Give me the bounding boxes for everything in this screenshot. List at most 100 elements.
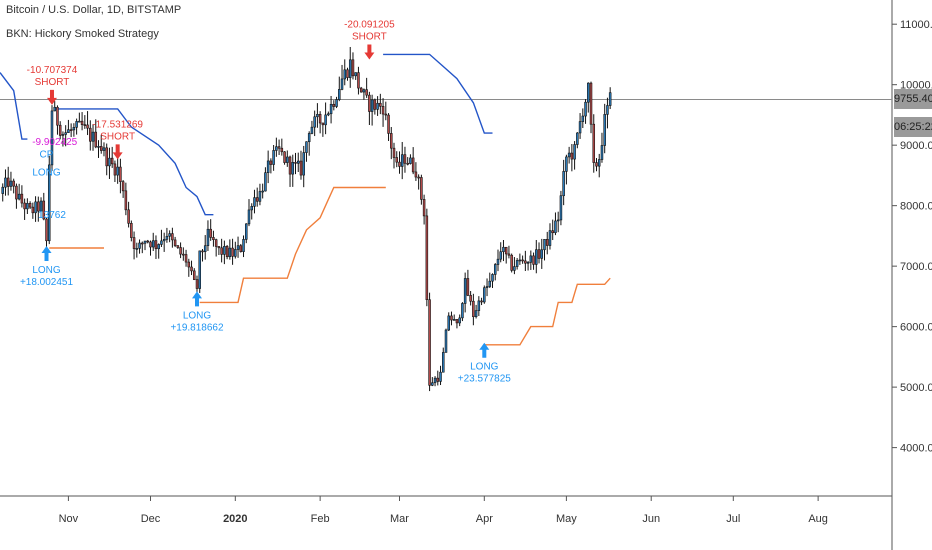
long-stop-segment [484,277,611,346]
candle-body [469,295,472,302]
candle-body [431,382,434,386]
candle-body [182,253,185,256]
long-signal-value: +18.002451 [20,277,74,288]
candle-body [116,166,119,176]
candle-body [608,92,612,106]
candle-body [455,319,459,324]
candle-body [543,239,546,251]
short-signal-value: -17.531269 [92,119,143,130]
candle-body [565,156,568,172]
candle-body [296,160,300,164]
candle-body [510,254,513,271]
price-axis[interactable]: 4000.00 5000.00 6000.00 7000.00 8000.00 9000.… [892,19,932,455]
candle-body [78,120,81,123]
candle-body [102,147,106,151]
price-axis-tick-label: 7000.00 [900,261,932,273]
candle-body [56,106,59,126]
candle-body [362,89,366,93]
candle-body [250,206,253,211]
candle-body [329,103,333,115]
candle-body [64,132,67,135]
candle-body [37,201,40,212]
short-stop-segment [383,53,493,134]
candle-body [535,249,538,265]
price-axis-tick-label: 5000.00 [900,382,932,394]
candle-body [110,157,114,165]
strategy-name[interactable]: BKN: Hickory Smoked Strategy [6,28,159,40]
candle-body [67,129,70,133]
candle-body [6,177,10,187]
candle-body [559,195,563,221]
candle-body [179,247,182,255]
candle-body [206,228,210,247]
candle-body [570,152,574,160]
time-axis-tick-label: Apr [476,513,493,525]
candle-body [567,152,571,158]
candle-body [340,78,344,90]
candle-body [395,157,399,163]
candle-body [502,246,505,253]
candle-body [587,82,590,103]
candle-body [379,102,382,107]
candle-body [28,203,32,208]
candle-body [86,124,89,129]
candle-body [576,132,579,145]
candle-body [513,266,516,271]
candle-body [193,270,196,280]
long-arrow-icon [41,245,52,261]
candle-body [242,239,245,252]
short-stop-segment [0,72,28,140]
candle-body [127,209,130,224]
candle-body [368,94,371,112]
time-axis-tick-label: Dec [141,513,161,525]
signal-fragment-label: 13762 [38,210,66,221]
candle-body [39,200,43,212]
candle-body [34,201,37,214]
candle-body [151,240,155,248]
candle-body [332,103,336,107]
candle-body [72,127,76,131]
long-arrow-icon [479,342,490,358]
candle-body [474,310,478,318]
price-axis-tick-label: 9000.00 [900,140,932,152]
candle-body [53,106,56,112]
long-stop-line [49,186,611,346]
candle-body [488,280,492,287]
candle-body [108,157,111,167]
time-axis-tick-label: Nov [59,513,79,525]
candle-body [23,202,26,210]
long-signal-value: +23.577825 [458,374,512,385]
long-arrow-icon [192,291,203,307]
candle-body [299,160,303,176]
candle-body [499,251,502,260]
candle-body [201,250,204,253]
candle-body [187,261,191,268]
candle-body [562,171,565,197]
candle-body [592,123,596,163]
candle-body [61,134,65,136]
candle-body [316,113,319,118]
candle-body [354,72,357,77]
candle-body [195,279,199,289]
candle-body [409,157,412,164]
candle-body [439,371,442,382]
candle-body [225,246,229,258]
time-axis[interactable]: Nov Dec 2020 Feb Mar Apr May Jun Jul Aug [59,496,828,525]
candle-body [381,106,385,115]
candle-body [351,59,355,77]
candle-body [217,246,221,249]
candle-body [458,317,461,324]
candle-body [425,215,429,300]
signal-fragment-label: LONG [32,167,61,178]
short-signal-label: SHORT [35,77,70,88]
short-signal-label: SHORT [100,131,135,142]
candle-body [398,161,401,167]
candle-body [428,299,431,386]
candle-body [143,240,147,244]
long-signal-label: LONG [32,265,61,276]
candle-body [146,240,150,243]
candle-body [20,193,24,204]
candle-body [376,102,379,110]
candle-body [359,87,363,93]
